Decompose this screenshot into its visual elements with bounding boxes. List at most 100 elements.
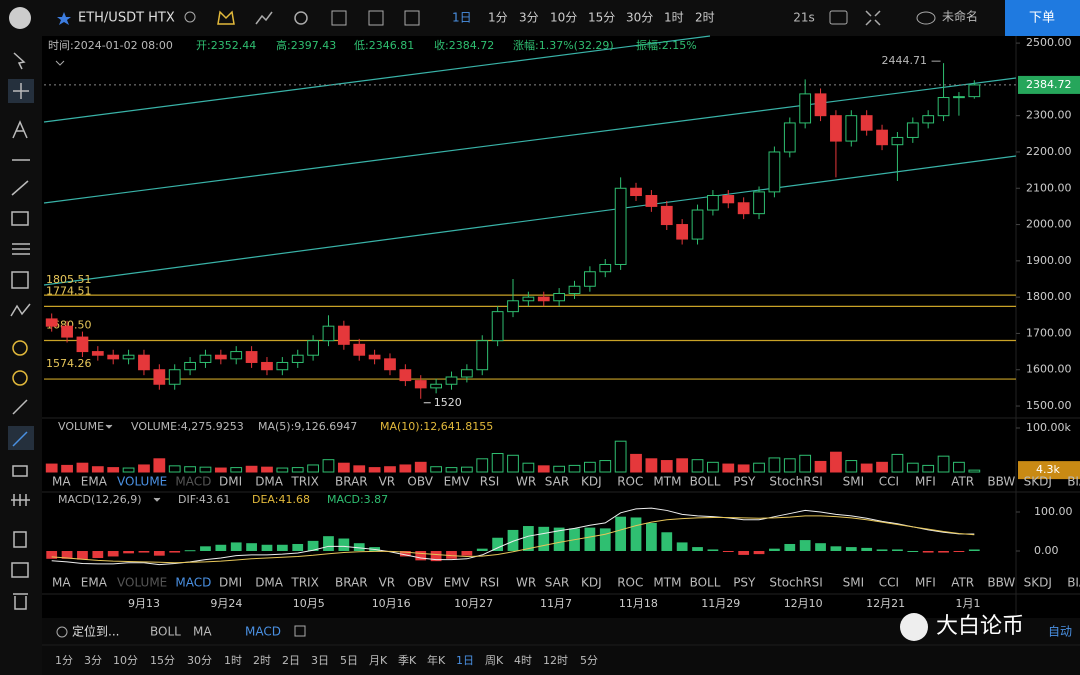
layout-name[interactable]: 未命名: [942, 9, 978, 24]
indicator-tab[interactable]: BOLL: [690, 475, 721, 489]
trend-tool[interactable]: [11, 180, 29, 196]
indicator-tab[interactable]: PSY: [733, 475, 756, 489]
timeframe[interactable]: 5日: [340, 654, 358, 667]
indicator-tab[interactable]: WR: [516, 475, 536, 489]
camera-icon[interactable]: [829, 10, 848, 25]
indicator-tab[interactable]: VOLUME: [117, 576, 167, 590]
indicator-tab[interactable]: RSI: [480, 475, 500, 489]
volume-selector[interactable]: VOLUME: [58, 420, 104, 433]
auto-scale[interactable]: 自动: [1048, 625, 1072, 639]
indicator-tab[interactable]: BBW: [987, 475, 1015, 489]
indicator-tab[interactable]: OBV: [407, 576, 433, 590]
indicator-tab[interactable]: StochRSI: [769, 475, 822, 489]
collapse-icon[interactable]: [55, 60, 65, 66]
indicator-tab[interactable]: DMI: [219, 576, 242, 590]
cloud-icon[interactable]: [916, 11, 936, 25]
indicator-tab[interactable]: MACD: [175, 576, 211, 590]
timeframe[interactable]: 季K: [398, 654, 417, 667]
interval[interactable]: 2时: [695, 11, 715, 25]
indicator-tab[interactable]: CCI: [879, 576, 899, 590]
timeframe[interactable]: 月K: [369, 654, 388, 667]
indicator-tab[interactable]: SMI: [843, 576, 865, 590]
timeframe[interactable]: 30分: [187, 654, 212, 667]
timeframe[interactable]: 周K: [485, 654, 504, 667]
indicator-tab[interactable]: OBV: [407, 475, 433, 489]
interval[interactable]: 10分: [550, 11, 577, 25]
dropdown-icon[interactable]: [105, 424, 113, 429]
indicator-tab[interactable]: ATR: [951, 475, 974, 489]
indicator-tab[interactable]: SKDJ: [1024, 475, 1052, 489]
indicator-tab[interactable]: BRAR: [335, 475, 368, 489]
order-button[interactable]: [1005, 0, 1080, 36]
timeframe[interactable]: 4时: [514, 654, 532, 667]
timeframe[interactable]: 12时: [543, 654, 568, 667]
locate-icon[interactable]: [56, 626, 68, 638]
indicator-tab[interactable]: BBW: [987, 576, 1015, 590]
save-icon[interactable]: [368, 10, 384, 26]
indicator-tab[interactable]: EMA: [81, 576, 108, 590]
indicator-tab[interactable]: RSI: [480, 576, 500, 590]
indicator-tab[interactable]: MFI: [915, 475, 936, 489]
search-icon[interactable]: [184, 11, 196, 23]
dropdown-icon[interactable]: [153, 497, 161, 502]
indicator-tab[interactable]: EMV: [444, 576, 471, 590]
interval[interactable]: 1时: [664, 11, 684, 25]
fullscreen-icon[interactable]: [865, 10, 881, 26]
indicator-tab[interactable]: DMI: [219, 475, 242, 489]
indicator-tab[interactable]: DMA: [255, 475, 284, 489]
indicator-tab[interactable]: WR: [516, 576, 536, 590]
indicator-tab[interactable]: TRIX: [290, 576, 318, 590]
locate[interactable]: 定位到...: [72, 624, 119, 639]
indicator-tab[interactable]: MTM: [653, 576, 681, 590]
indicator-tab[interactable]: VR: [379, 475, 396, 489]
indicator-tab[interactable]: ROC: [617, 475, 643, 489]
indicator-tab[interactable]: KDJ: [581, 475, 602, 489]
magnet-strong-tool[interactable]: [12, 370, 28, 386]
indicator-tab[interactable]: SMI: [843, 475, 865, 489]
crown-icon[interactable]: [217, 10, 235, 25]
symbol[interactable]: ETH/USDT HTX: [78, 11, 175, 26]
wave-tool[interactable]: [10, 303, 31, 317]
timeframe[interactable]: 10分: [113, 654, 138, 667]
indicator-tab[interactable]: EMV: [444, 475, 471, 489]
timeframe[interactable]: 2时: [253, 654, 271, 667]
indicator-tab[interactable]: KDJ: [581, 576, 602, 590]
bottom-tab[interactable]: MACD: [245, 625, 281, 639]
timeframe[interactable]: 15分: [150, 654, 175, 667]
indicator-tab[interactable]: MA: [52, 475, 71, 489]
macd-label[interactable]: MACD(12,26,9): [58, 493, 142, 506]
timeframe[interactable]: 2日: [282, 654, 300, 667]
indicator-tab[interactable]: ATR: [951, 576, 974, 590]
crosshair-tool[interactable]: [13, 83, 29, 99]
indicator-icon[interactable]: [255, 11, 273, 25]
indicator-tab[interactable]: TRIX: [290, 475, 318, 489]
indicator-tab[interactable]: BOLL: [690, 576, 721, 590]
indicator-tab[interactable]: EMA: [81, 475, 108, 489]
timeframe[interactable]: 5分: [580, 654, 598, 667]
indicator-tab[interactable]: StochRSI: [769, 576, 822, 590]
interval[interactable]: 15分: [588, 11, 615, 25]
pattern-tool[interactable]: [11, 271, 29, 289]
interval[interactable]: 3分: [519, 11, 539, 25]
pen-tool[interactable]: [12, 431, 28, 447]
timeframe[interactable]: 1日: [456, 654, 474, 667]
lock-tool[interactable]: [12, 465, 28, 477]
ruler-tool[interactable]: [12, 399, 28, 415]
indicator-tab[interactable]: SAR: [545, 576, 569, 590]
indicator-tab[interactable]: PSY: [733, 576, 756, 590]
indicator-tab[interactable]: VOLUME: [117, 475, 167, 489]
indicator-tab[interactable]: ROC: [617, 576, 643, 590]
settings-icon[interactable]: [294, 11, 308, 25]
fib-tool[interactable]: [12, 243, 30, 255]
indicator-tab[interactable]: SAR: [545, 475, 569, 489]
indicator-tab[interactable]: BRAR: [335, 576, 368, 590]
bottom-tab[interactable]: MA: [193, 625, 212, 639]
indicator-tab[interactable]: CCI: [879, 475, 899, 489]
order-button-label[interactable]: 下单: [1029, 11, 1055, 26]
timeframe[interactable]: 年K: [427, 653, 446, 667]
indicator-tab[interactable]: VR: [379, 576, 396, 590]
indicator-tab[interactable]: SKDJ: [1024, 576, 1052, 590]
interval[interactable]: 1分: [488, 11, 508, 25]
indicator-tab[interactable]: MA: [52, 576, 71, 590]
timeframe[interactable]: 1分: [55, 654, 73, 667]
